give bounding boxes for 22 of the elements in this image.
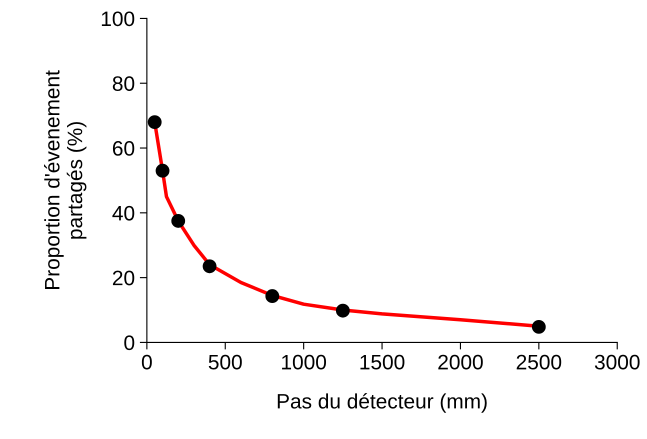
point [532,320,546,334]
x-tick-label: 0 [142,354,152,370]
y-tick-label: 0 [124,335,134,350]
x-tick-label: 3000 [594,354,640,370]
y-tick-label: 40 [112,206,134,221]
point [156,164,170,178]
x-axis-title: Pas du détecteur (mm) [278,393,487,413]
y-tick-label: 20 [112,270,134,286]
y-axis-title: Proportion d'évenement partagés (%) [44,70,86,289]
x-tick-label: 1500 [360,354,404,370]
y-tick-label: 60 [112,141,134,156]
y-tick-label: 80 [112,76,134,91]
x-tick-label: 2000 [438,354,483,370]
point [265,289,280,303]
point [171,214,186,228]
x-tick-label: 500 [208,354,242,370]
point [336,304,350,318]
y-tick-label: 100 [102,11,134,26]
x-tick-label: 1000 [282,354,326,370]
point [202,259,216,274]
x-tick-label: 2500 [516,354,562,370]
point [148,115,162,130]
